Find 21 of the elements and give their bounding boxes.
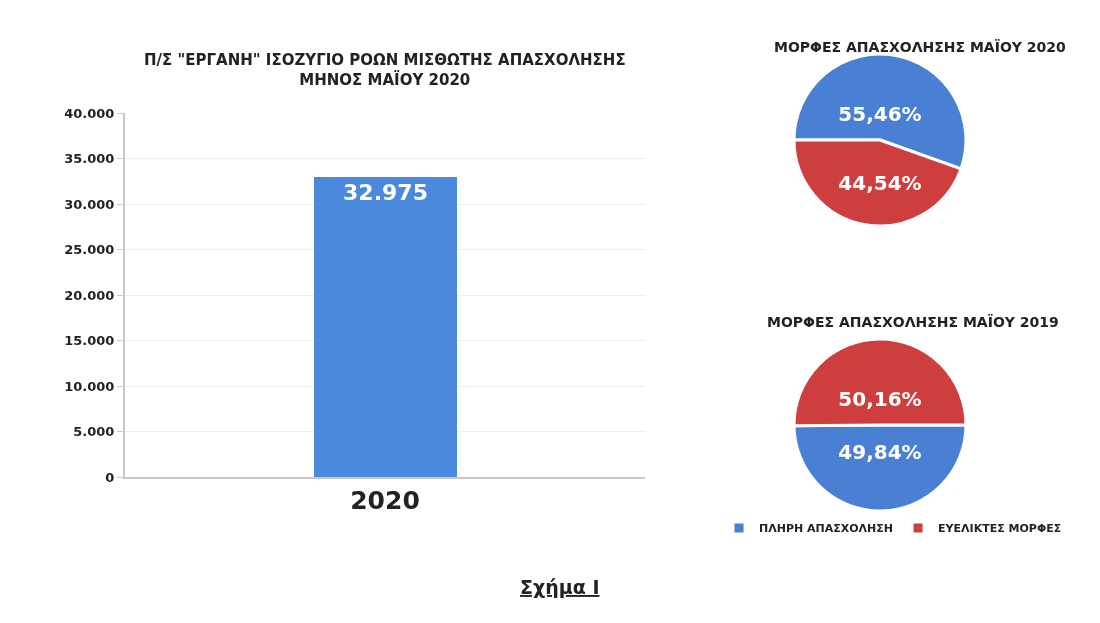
x-tick-label: 2020 bbox=[350, 486, 420, 515]
data-label: 55,46% bbox=[838, 101, 922, 126]
y-tick-label: 10.000 bbox=[64, 378, 115, 394]
y-tick-label: 20.000 bbox=[64, 287, 115, 303]
legend-label: ΠΛΗΡΗ ΑΠΑΣΧΟΛΗΣΗ bbox=[759, 522, 894, 536]
y-tick-label: 40.000 bbox=[64, 105, 115, 121]
y-tick-label: 25.000 bbox=[64, 242, 115, 258]
y-tick-label: 15.000 bbox=[64, 333, 115, 349]
y-tick-label: 30.000 bbox=[64, 196, 115, 212]
y-tick-label: 0 bbox=[105, 469, 115, 485]
text: Σχήμα Ι bbox=[520, 576, 600, 598]
data-label: 32.975 bbox=[343, 180, 428, 205]
data-label: 49,84% bbox=[838, 439, 922, 464]
y-tick-label: 5.000 bbox=[73, 424, 115, 440]
slice-label: ΜΟΡΦΕΣ ΑΠΑΣΧΟΛΗΣΗΣ ΜΑΪΟΥ 2019 bbox=[767, 314, 1059, 330]
chart-title: Π/Σ "ΕΡΓΑΝΗ" ΙΣΟΖΥΓΙΟ ΡΟΩΝ ΜΙΣΘΩΤΗΣ ΑΠΑΣΧΟΛΗΣΗΣ ΜΗΝΟΣ ΜΑΪΟΥ 2020 bbox=[144, 51, 626, 89]
data-label: 50,16% bbox=[838, 386, 922, 411]
legend-label: ΕΥΕΛΙΚΤΕΣ ΜΟΡΦΕΣ bbox=[938, 522, 1062, 536]
slice-label: ΜΟΡΦΕΣ ΑΠΑΣΧΟΛΗΣΗΣ ΜΑΪΟΥ 2020 bbox=[774, 39, 1067, 55]
y-tick-label: 35.000 bbox=[64, 151, 115, 167]
data-label: 44,54% bbox=[838, 171, 922, 196]
